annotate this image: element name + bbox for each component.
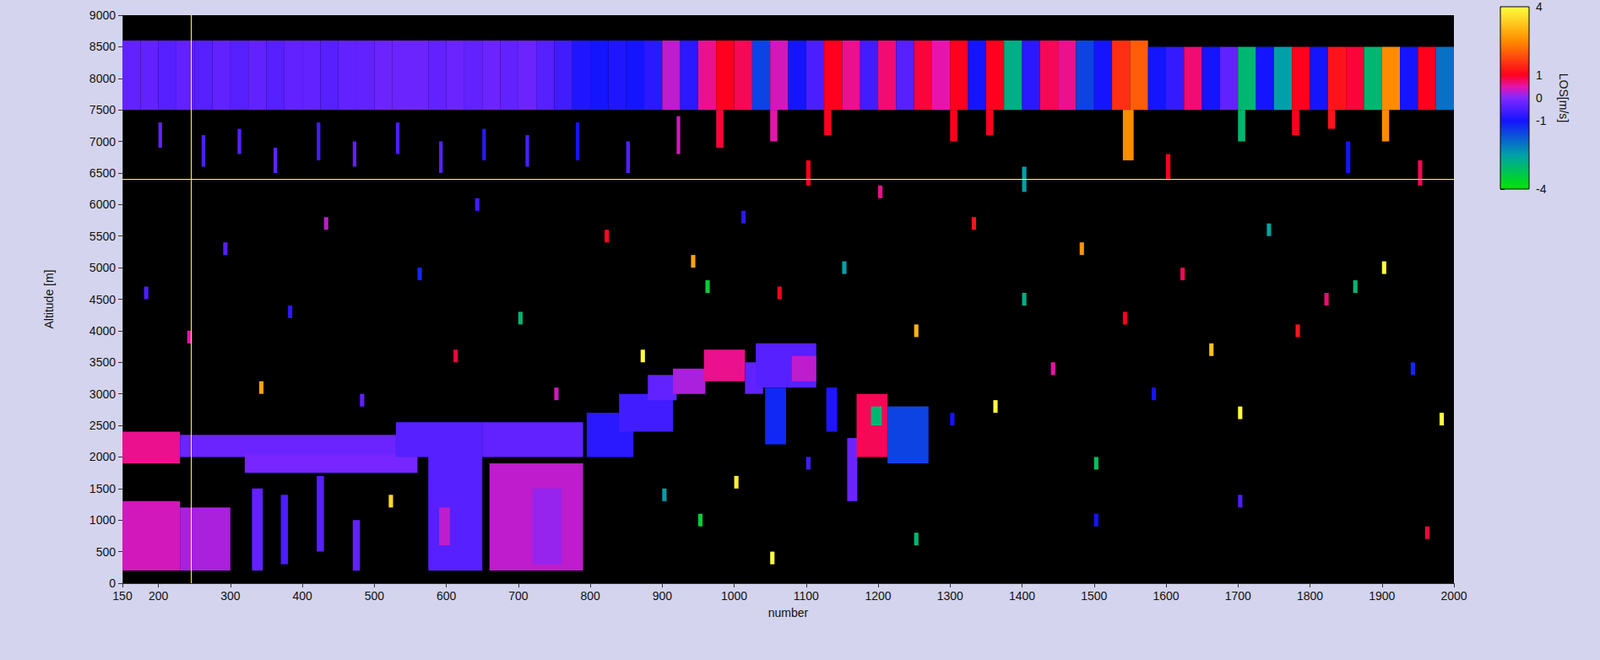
svg-text:2500: 2500 [89, 418, 116, 433]
svg-text:4500: 4500 [89, 292, 116, 307]
svg-text:8500: 8500 [89, 39, 116, 54]
svg-text:5000: 5000 [89, 260, 116, 275]
svg-text:1300: 1300 [937, 589, 964, 603]
svg-text:3500: 3500 [89, 355, 116, 369]
svg-text:6000: 6000 [89, 197, 116, 212]
svg-text:500: 500 [96, 545, 117, 559]
svg-text:9000: 9000 [89, 8, 116, 22]
svg-text:1500: 1500 [89, 482, 116, 496]
svg-text:700: 700 [508, 589, 529, 603]
svg-text:1: 1 [1535, 68, 1543, 82]
svg-text:5500: 5500 [89, 229, 116, 244]
svg-text:-4: -4 [1535, 182, 1547, 196]
svg-text:1200: 1200 [864, 589, 891, 603]
svg-text:7500: 7500 [89, 103, 116, 117]
svg-text:1700: 1700 [1225, 589, 1252, 603]
svg-text:6500: 6500 [89, 166, 116, 180]
svg-text:500: 500 [364, 589, 386, 603]
svg-text:Altitude [m]: Altitude [m] [42, 269, 56, 329]
svg-text:0: 0 [1535, 91, 1543, 105]
svg-text:4000: 4000 [89, 324, 116, 338]
svg-text:150: 150 [112, 589, 133, 603]
svg-text:-1: -1 [1535, 113, 1547, 128]
svg-text:LOS[m/s]: LOS[m/s] [1556, 73, 1571, 123]
svg-text:300: 300 [220, 589, 241, 603]
svg-text:8000: 8000 [89, 71, 116, 86]
svg-text:800: 800 [580, 589, 601, 603]
svg-text:number: number [768, 606, 809, 620]
svg-text:900: 900 [652, 589, 673, 603]
svg-text:200: 200 [148, 589, 169, 603]
svg-text:1800: 1800 [1296, 589, 1324, 603]
svg-text:1600: 1600 [1152, 589, 1179, 603]
svg-text:4: 4 [1535, 0, 1543, 14]
svg-text:2000: 2000 [1440, 589, 1467, 603]
svg-text:1000: 1000 [721, 589, 748, 603]
svg-text:2000: 2000 [89, 450, 116, 464]
svg-text:1900: 1900 [1368, 589, 1395, 603]
svg-text:1000: 1000 [89, 513, 116, 527]
svg-text:7000: 7000 [89, 135, 116, 149]
svg-text:400: 400 [292, 589, 313, 603]
svg-text:600: 600 [436, 589, 457, 603]
svg-text:1500: 1500 [1080, 589, 1107, 603]
svg-text:1400: 1400 [1008, 589, 1036, 603]
svg-text:3000: 3000 [89, 387, 116, 402]
svg-text:1100: 1100 [793, 589, 819, 603]
svg-text:0: 0 [108, 576, 116, 591]
